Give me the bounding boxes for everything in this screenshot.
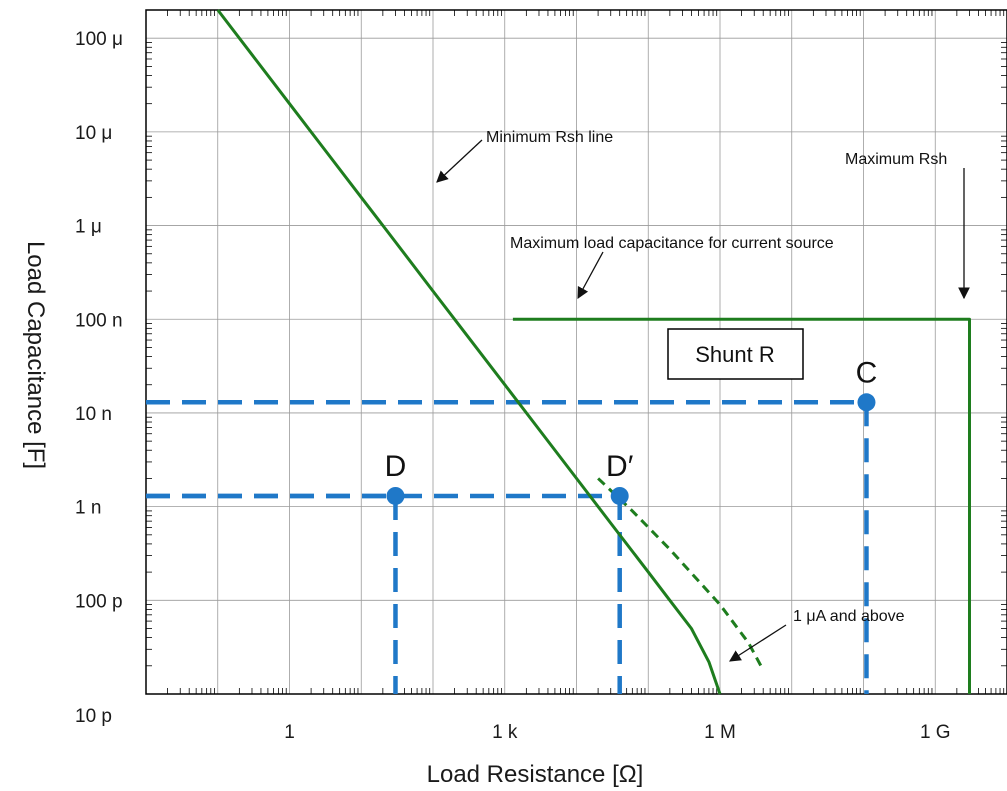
point-label: D′ [606, 450, 634, 483]
x-tick-label: 1 k [492, 722, 518, 743]
shunt-r-box: Shunt R [667, 328, 804, 380]
y-tick-label: 10 μ [75, 123, 112, 144]
y-tick-label: 10 p [75, 706, 112, 727]
one-microamp-arrow [729, 624, 787, 662]
data-point [857, 393, 876, 412]
y-tick-label: 100 n [75, 310, 123, 331]
annotation-1ua: 1 μA and above [729, 608, 905, 662]
highlight-points: D D′ C [385, 356, 878, 505]
x-tick-label: 1 [284, 722, 295, 743]
y-tick-label: 100 μ [75, 29, 123, 50]
minimum-rsh-arrow [436, 139, 483, 183]
point-label: D [385, 450, 407, 483]
series-line [216, 9, 722, 695]
data-point [386, 486, 405, 505]
annotation-max-load-cap: Maximum load capacitance for current sou… [510, 235, 834, 300]
point-label: C [856, 356, 878, 389]
max-load-cap-arrow [577, 251, 604, 300]
y-axis-title: Load Capacitance [F] [22, 241, 49, 469]
y-tick-label: 1 n [75, 498, 101, 519]
annotation-maximum-rsh-label: Maximum Rsh [845, 151, 947, 168]
y-tick-label: 100 p [75, 591, 123, 612]
series-line [512, 317, 971, 694]
tick-labels: 1 1 k 1 M 1 G 100 μ 10 μ 1 μ 100 n 10 n 1 n 100 p 1… [75, 29, 951, 743]
annotation-minimum-rsh-label: Minimum Rsh line [486, 129, 613, 146]
shunt-r-box-frame [667, 328, 804, 380]
annotation-max-load-cap-label: Maximum load capacitance for current sou… [510, 235, 834, 252]
annotation-minimum-rsh: Minimum Rsh line [436, 129, 613, 183]
x-tick-label: 1 G [920, 722, 951, 743]
shunt-r-label: Shunt R [695, 342, 775, 367]
annotation-maximum-rsh: Maximum Rsh [845, 151, 970, 300]
annotation-1ua-label: 1 μA and above [793, 608, 905, 625]
x-axis-title: Load Resistance [Ω] [427, 761, 644, 788]
x-tick-label: 1 M [704, 722, 736, 743]
y-tick-label: 1 μ [75, 217, 102, 238]
reference-guide-lines [146, 400, 869, 694]
data-point [610, 486, 629, 505]
y-tick-label: 10 n [75, 404, 112, 425]
axis-tick-marks [146, 9, 1007, 694]
plot-area-frame [145, 9, 1007, 695]
